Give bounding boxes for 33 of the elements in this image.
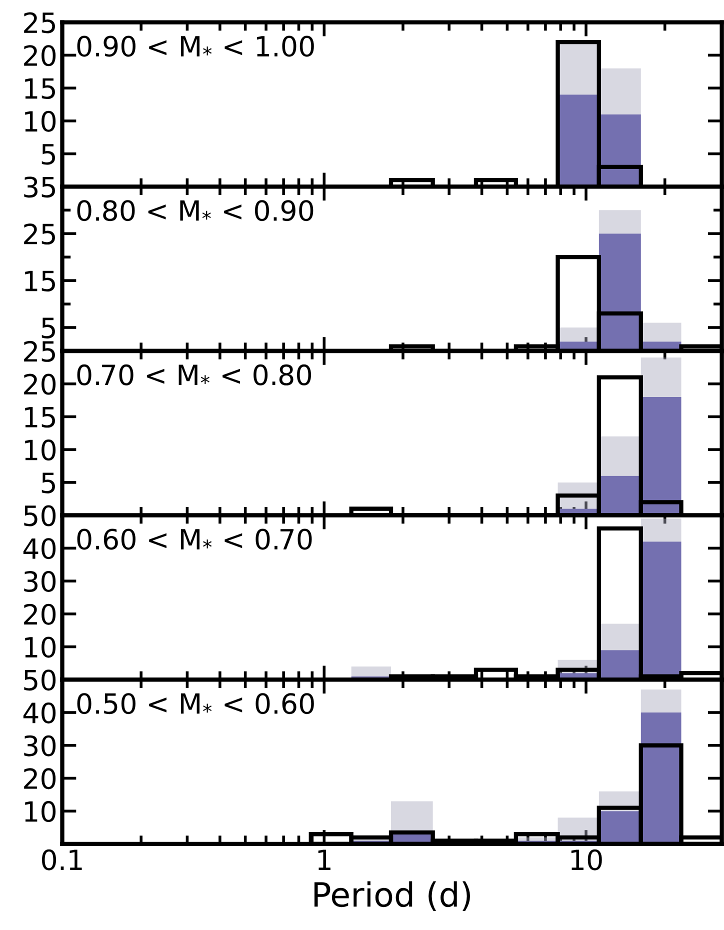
annotation: 0.70 < M$_{*}$ < 0.80 — [77, 364, 312, 386]
y-tick-label: 20 — [24, 374, 56, 395]
x-tick-label: 0.1 — [42, 849, 82, 870]
y-tick-label: 10 — [25, 440, 56, 461]
y-tick-label: 30 — [24, 735, 56, 756]
x-tick-label: 1 — [318, 850, 330, 870]
y-tick-label: 10 — [25, 636, 56, 658]
y-tick-label: 5 — [42, 144, 55, 165]
y-tick-label: 50 — [24, 670, 56, 691]
annotation: 0.60 < M$_{*}$ < 0.70 — [77, 528, 312, 550]
y-tick-label: 25 — [24, 224, 55, 245]
y-tick-label: 40 — [23, 702, 56, 724]
annotation: 0.90 < M$_{*}$ < 1.00 — [77, 36, 314, 57]
y-tick-label: 15 — [25, 270, 55, 292]
y-tick-label: 20 — [24, 45, 56, 66]
y-tick-label: 25 — [24, 12, 55, 34]
y-tick-label: 5 — [42, 472, 55, 494]
x-tick-label: 10 — [571, 849, 602, 870]
y-tick-label: 10 — [25, 801, 56, 822]
y-tick-label: 5 — [42, 318, 55, 338]
y-tick-label: 25 — [24, 340, 55, 362]
y-tick-label: 15 — [25, 407, 55, 428]
annotation: 0.50 < M$_{*}$ < 0.60 — [77, 693, 314, 714]
x-axis-title: Period (d) — [314, 881, 470, 911]
y-tick-label: 35 — [24, 176, 55, 198]
y-tick-label: 30 — [24, 570, 56, 592]
y-tick-label: 10 — [25, 110, 56, 132]
y-tick-label: 20 — [24, 768, 56, 790]
y-tick-label: 20 — [24, 604, 56, 625]
y-tick-label: 40 — [23, 538, 56, 560]
annotation: 0.80 < M$_{*}$ < 0.90 — [77, 200, 314, 222]
y-tick-label: 50 — [24, 505, 56, 526]
y-tick-label: 15 — [25, 78, 55, 99]
